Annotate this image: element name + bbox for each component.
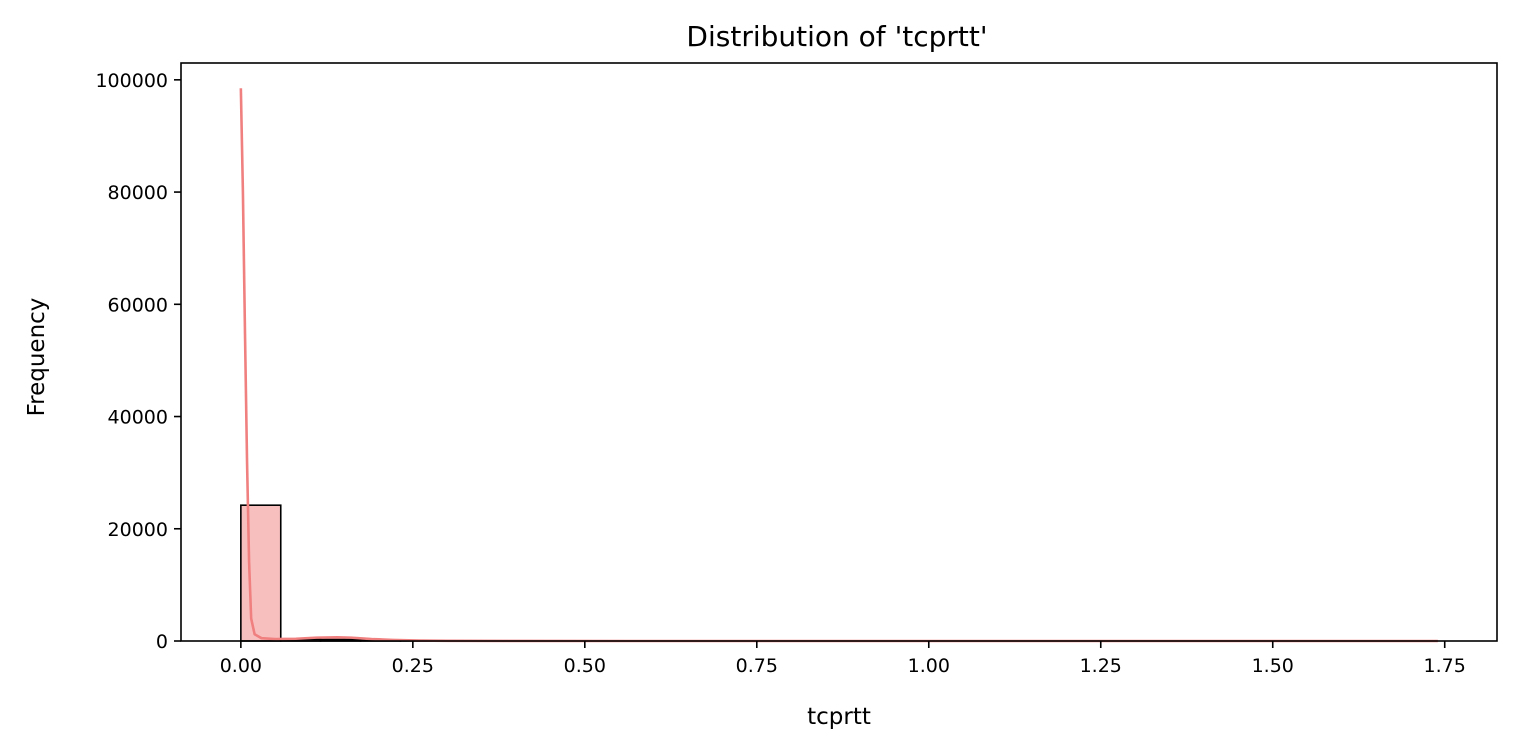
x-tick-label: 1.00 <box>908 655 950 677</box>
x-axis-label: tcprtt <box>807 704 871 730</box>
x-tick-label: 1.25 <box>1080 655 1122 677</box>
histogram-bars <box>240 504 482 642</box>
y-tick-label: 80000 <box>108 182 168 204</box>
x-tick-label: 1.50 <box>1252 655 1294 677</box>
y-axis-label: Frequency <box>24 298 50 417</box>
y-tick-label: 20000 <box>108 519 168 541</box>
x-tick-label: 0.00 <box>220 655 262 677</box>
x-axis-ticks: 0.00 0.25 0.50 0.75 1.00 1.25 1.50 1.75 <box>220 641 1466 677</box>
y-tick-label: 100000 <box>95 70 168 92</box>
chart-title: Distribution of 'tcprtt' <box>686 20 987 53</box>
kde-curve-layer <box>239 88 1438 643</box>
x-tick-label: 0.75 <box>736 655 778 677</box>
kde-line <box>239 88 1438 643</box>
plot-frame <box>180 62 1498 642</box>
y-tick-label: 40000 <box>108 407 168 429</box>
y-axis-ticks: 0 20000 40000 60000 80000 100000 <box>95 70 181 653</box>
x-tick-label: 0.25 <box>392 655 434 677</box>
histogram-bar-0 <box>240 504 282 642</box>
y-tick-label: 60000 <box>108 294 168 316</box>
x-tick-label: 0.50 <box>564 655 606 677</box>
y-tick-label: 0 <box>156 631 168 653</box>
x-tick-label: 1.75 <box>1424 655 1466 677</box>
